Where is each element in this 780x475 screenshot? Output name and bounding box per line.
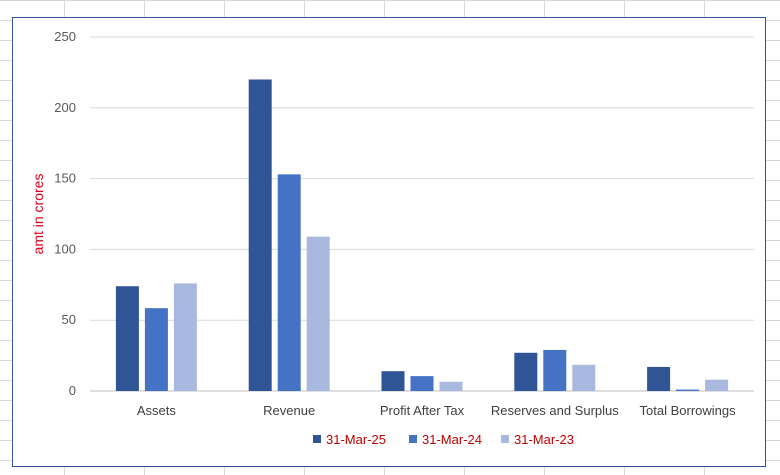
bar: [439, 381, 463, 391]
y-tick-label: 0: [69, 383, 76, 398]
y-tick-label: 100: [54, 241, 76, 256]
bar: [248, 79, 272, 392]
chart-area[interactable]: 0 50 100 150 200 250 amt in crores Assets Revenu…: [12, 17, 766, 467]
bar: [676, 389, 700, 391]
bar: [144, 308, 168, 391]
legend-swatch: [409, 435, 417, 443]
y-tick-label: 200: [54, 100, 76, 115]
x-tick-label: Total Borrowings: [640, 403, 737, 418]
y-axis-label: amt in crores: [30, 174, 46, 255]
x-tick-label: Assets: [137, 403, 177, 418]
bar: [306, 236, 330, 391]
bar: [647, 366, 671, 391]
legend-label: 31-Mar-23: [514, 432, 574, 447]
legend-label: 31-Mar-24: [422, 432, 482, 447]
bar-chart: 0 50 100 150 200 250 amt in crores Assets Revenu…: [30, 29, 754, 447]
bar: [381, 371, 405, 391]
y-tick-label: 250: [54, 29, 76, 44]
bar: [277, 174, 301, 391]
bar: [410, 376, 434, 391]
x-tick-label: Revenue: [263, 403, 315, 418]
y-tick-label: 50: [62, 312, 76, 327]
bar: [173, 283, 197, 391]
legend-swatch: [501, 435, 509, 443]
bar: [514, 352, 538, 391]
bar: [705, 379, 729, 391]
legend-label: 31-Mar-25: [326, 432, 386, 447]
bar: [543, 349, 567, 391]
y-tick-label: 150: [54, 171, 76, 186]
bar: [115, 286, 139, 391]
x-tick-label: Profit After Tax: [380, 403, 465, 418]
bar: [572, 364, 596, 391]
legend-swatch: [313, 435, 321, 443]
x-tick-label: Reserves and Surplus: [491, 403, 619, 418]
